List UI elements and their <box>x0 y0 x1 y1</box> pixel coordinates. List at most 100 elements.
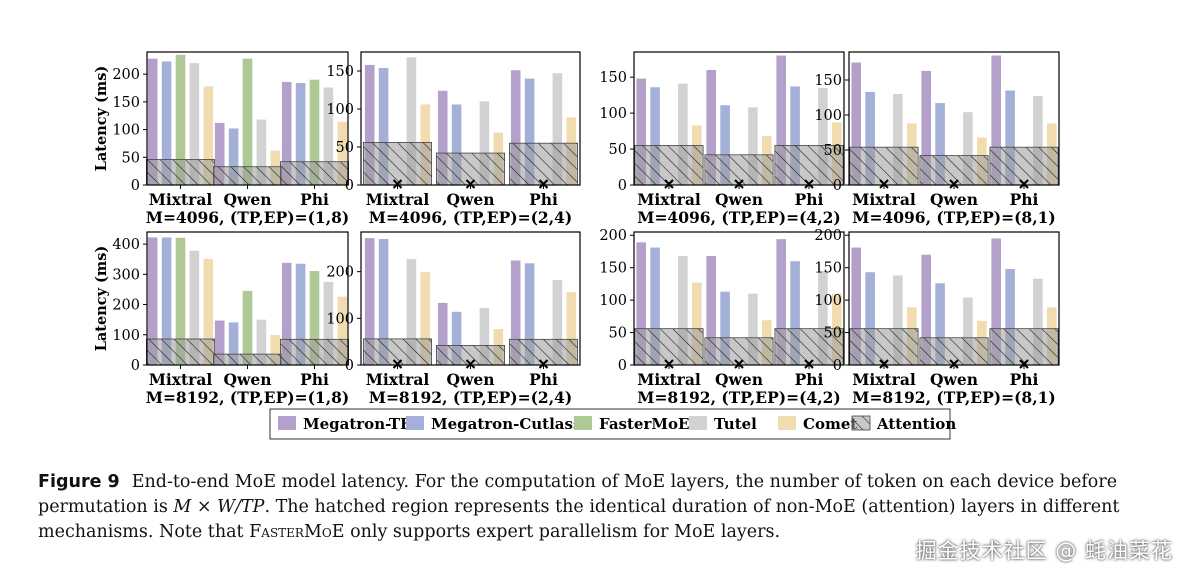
bar-megatron-te-qwen <box>437 90 448 185</box>
subplot-title: M=8192, (TP,EP)=(1,8) <box>146 388 349 407</box>
bar-tutel-phi <box>323 281 334 365</box>
unsupported-marker <box>734 359 744 369</box>
bar-megatron-cutlass-mixtral <box>650 87 660 185</box>
unsupported-marker <box>465 359 476 369</box>
y-tick-label: 50 <box>824 326 842 342</box>
attention-bar-phi <box>508 338 578 366</box>
unsupported-marker <box>949 359 959 369</box>
legend-label: Comet <box>803 415 857 433</box>
y-tick-label: 100 <box>326 311 354 327</box>
bar-megatron-cutlass-qwen <box>228 322 239 365</box>
bar-megatron-cutlass-phi <box>790 86 800 185</box>
y-tick-label: 50 <box>824 143 842 159</box>
bar-megatron-cutlass-mixtral <box>650 247 660 365</box>
bar-tutel-qwen <box>479 101 490 185</box>
bar-megatron-te-mixtral <box>851 247 861 365</box>
bar-megatron-cutlass-mixtral <box>161 61 172 185</box>
x-tick-label: Qwen <box>930 370 978 389</box>
unsupported-marker <box>538 179 549 189</box>
subplot-title: M=4096, (TP,EP)=(2,4) <box>369 208 572 227</box>
plot-frame <box>633 231 845 366</box>
x-tick-label: Qwen <box>224 190 272 209</box>
bar-tutel-mixtral <box>893 275 903 365</box>
bar-tutel-mixtral <box>893 94 903 185</box>
y-tick-label: 50 <box>609 142 627 158</box>
caption-text-2: . The hatched region represents the iden… <box>38 497 1120 542</box>
bar-megatron-te-mixtral <box>147 58 158 185</box>
bar-megatron-te-qwen <box>921 254 931 365</box>
unsupported-marker <box>949 179 959 189</box>
unsupported-marker <box>879 359 889 369</box>
x-tick-label: Mixtral <box>852 370 916 389</box>
attention-bar-qwen <box>435 152 505 186</box>
x-tick-label: Phi <box>1010 190 1039 209</box>
bar-tutel-mixtral <box>189 250 200 365</box>
unsupported-marker <box>392 179 403 189</box>
y-tick-label: 0 <box>618 358 627 374</box>
bar-megatron-cutlass-mixtral <box>865 91 875 185</box>
bar-megatron-cutlass-phi <box>790 261 800 365</box>
y-tick-label: 100 <box>814 293 842 309</box>
x-tick-label: Qwen <box>930 190 978 209</box>
y-tick-label: 100 <box>326 102 354 118</box>
bar-megatron-te-phi <box>776 55 786 186</box>
y-tick-label: 50 <box>609 326 627 342</box>
bar-megatron-te-phi <box>776 239 786 365</box>
x-tick-label: Phi <box>529 190 558 209</box>
attention-bar-qwen <box>435 344 505 366</box>
subplot-title: M=4096, (TP,EP)=(1,8) <box>146 208 349 227</box>
plot-frame <box>633 51 845 186</box>
bar-tutel-phi <box>1033 96 1043 185</box>
bar-megatron-cutlass-mixtral <box>378 239 389 365</box>
plot-frame <box>146 51 349 186</box>
bar-fastermoe-qwen <box>242 58 253 185</box>
y-tick-label: 0 <box>345 358 354 374</box>
bar-megatron-cutlass-mixtral <box>161 237 172 365</box>
figure-label: Figure 9 <box>38 472 120 492</box>
x-tick-label: Mixtral <box>637 190 701 209</box>
legend-swatch <box>689 416 707 430</box>
bar-megatron-te-qwen <box>437 302 448 365</box>
bar-megatron-te-mixtral <box>636 78 646 185</box>
attention-bar-phi <box>989 146 1059 186</box>
x-tick-label: Phi <box>1010 370 1039 389</box>
attention-bar-qwen <box>212 166 282 186</box>
legend-label: Megatron-Cutlass <box>431 415 581 433</box>
y-tick-label: 200 <box>112 67 140 83</box>
caption-text-1: End-to-end MoE model latency. For the co… <box>38 472 1118 517</box>
bar-comet-phi <box>337 296 348 365</box>
y-tick-label: 150 <box>599 70 627 86</box>
legend-label: Attention <box>876 415 956 433</box>
unsupported-marker <box>664 179 674 189</box>
bar-comet-phi <box>566 292 577 365</box>
bar-tutel-qwen <box>256 319 267 365</box>
bar-megatron-te-qwen <box>921 70 931 185</box>
y-tick-label: 200 <box>112 298 140 314</box>
attention-bar-phi <box>774 328 844 366</box>
attention-bar-qwen <box>704 154 774 186</box>
bar-megatron-cutlass-phi <box>524 78 535 185</box>
y-tick-label: 100 <box>112 123 140 139</box>
bar-megatron-cutlass-qwen <box>935 283 945 365</box>
y-tick-label: 200 <box>326 265 354 281</box>
legend-label: FasterMoE <box>599 415 689 433</box>
bar-fastermoe-phi <box>309 79 320 185</box>
bar-megatron-cutlass-mixtral <box>378 67 389 185</box>
bar-megatron-te-qwen <box>214 320 225 365</box>
bar-fastermoe-mixtral <box>175 54 186 186</box>
legend-entry-fastermoe: FasterMoE <box>574 415 689 433</box>
unsupported-marker <box>1019 359 1029 369</box>
y-tick-label: 100 <box>599 106 627 122</box>
legend-swatch <box>406 416 424 430</box>
bar-megatron-cutlass-qwen <box>451 311 462 365</box>
x-tick-label: Phi <box>795 370 824 389</box>
x-tick-label: Qwen <box>715 370 763 389</box>
bar-tutel-qwen <box>479 308 490 365</box>
x-tick-label: Mixtral <box>852 190 916 209</box>
x-tick-label: Qwen <box>447 370 495 389</box>
bar-megatron-te-qwen <box>214 122 225 185</box>
y-tick-label: 300 <box>112 267 140 283</box>
attention-bar-qwen <box>704 337 774 366</box>
